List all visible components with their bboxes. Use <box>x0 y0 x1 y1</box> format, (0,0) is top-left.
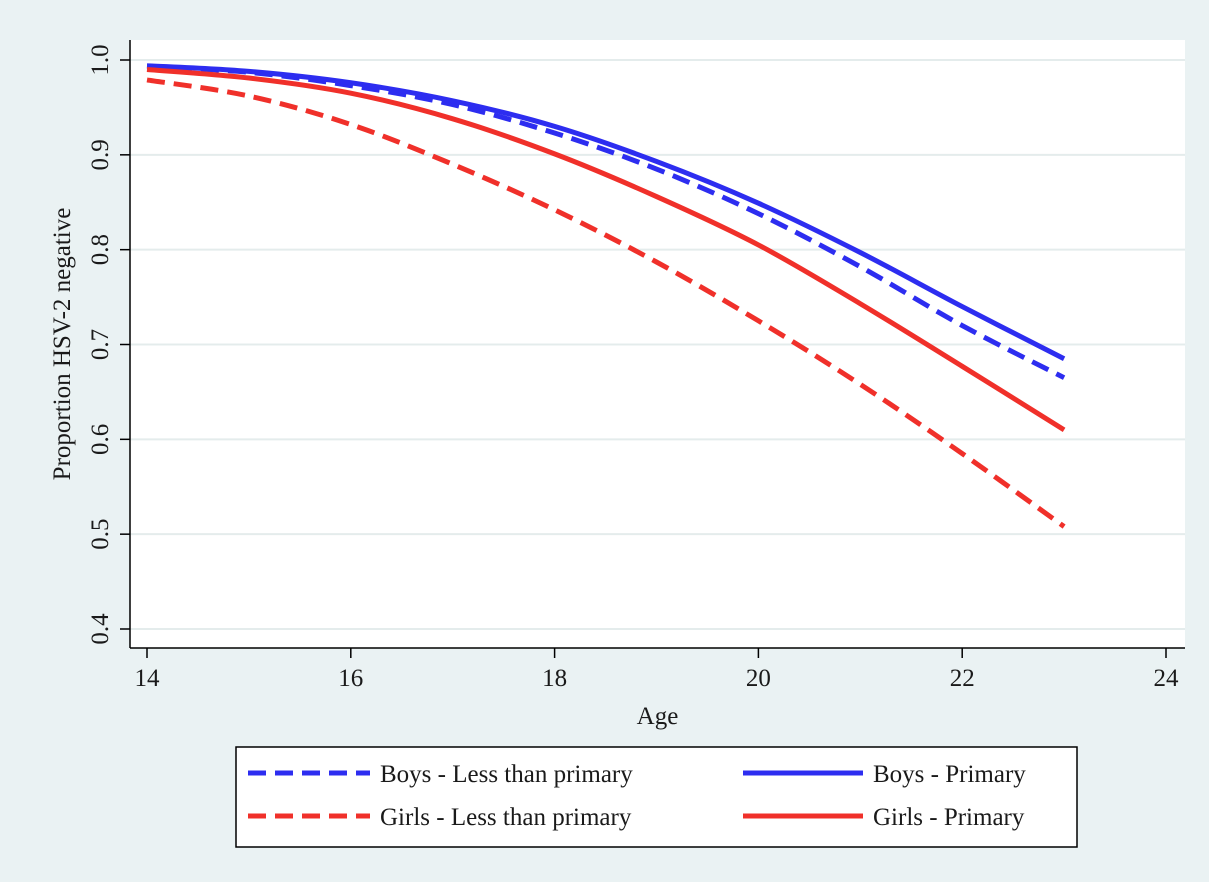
series-line-3 <box>146 77 1066 529</box>
axes: 14 16 18 20 22 24 0.4 0.5 0.6 0.7 0.8 0.9 1.0 <box>87 40 1185 692</box>
series-lines <box>146 63 1066 529</box>
y-tick-label: 0.9 <box>87 139 114 170</box>
legend-label: Boys - Primary <box>873 761 1026 788</box>
y-tick-label: 0.4 <box>87 613 114 645</box>
y-tick-label: 0.5 <box>87 519 114 550</box>
legend: Boys - Less than primary Boys - Primary Gi… <box>235 746 1078 848</box>
x-tick-label: 24 <box>1154 665 1180 692</box>
x-tick-label: 20 <box>746 665 771 692</box>
y-tick-label: 0.6 <box>87 424 114 455</box>
y-tick-label: 0.7 <box>87 329 114 360</box>
series-line-2 <box>146 63 1066 361</box>
legend-label: Girls - Less than primary <box>380 804 632 831</box>
legend-label: Boys - Less than primary <box>380 761 633 788</box>
x-axis-title: Age <box>637 703 679 730</box>
x-tick-label: 16 <box>338 665 363 692</box>
x-tick-label: 22 <box>950 665 975 692</box>
series-line-4 <box>146 66 1066 432</box>
legend-label: Girls - Primary <box>873 804 1025 831</box>
series-line-1 <box>146 64 1066 380</box>
y-tick-label: 0.8 <box>87 234 114 265</box>
gridlines <box>130 59 1185 630</box>
x-tick-label: 18 <box>542 665 567 692</box>
y-axis-title: Proportion HSV-2 negative <box>49 208 76 481</box>
x-tick-label: 14 <box>135 665 161 692</box>
y-tick-label: 1.0 <box>87 44 114 75</box>
legend-box <box>235 746 1078 848</box>
